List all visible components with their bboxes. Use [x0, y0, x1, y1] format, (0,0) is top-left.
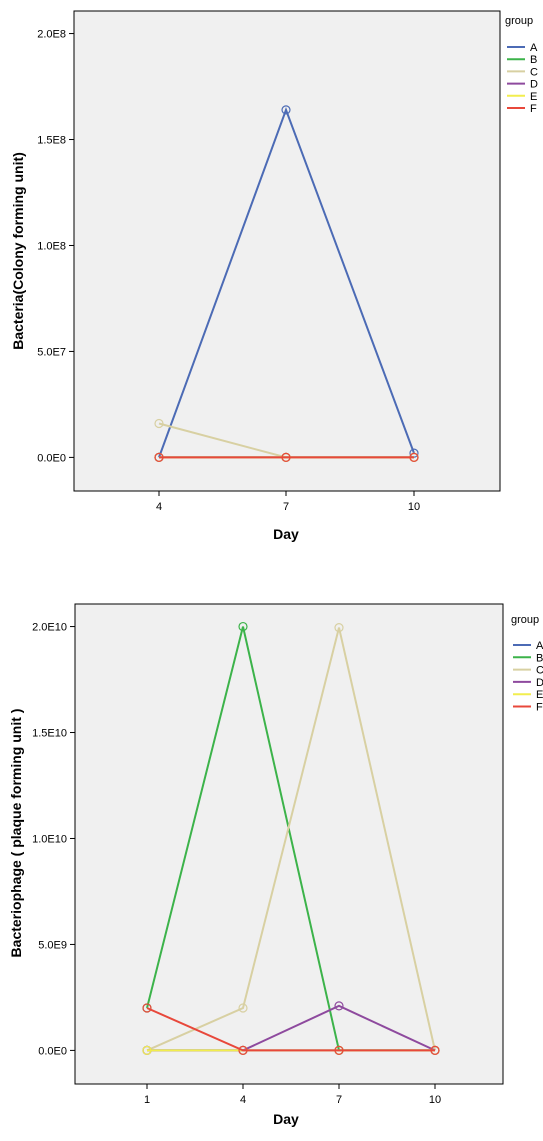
series-line-A — [158, 106, 415, 458]
data-point-C — [334, 623, 344, 633]
data-point-A — [281, 105, 291, 115]
y-tick-label: 1.5E10 — [32, 728, 67, 740]
legend-title: group — [505, 15, 533, 27]
y-tick-label: 2.0E10 — [32, 622, 67, 634]
legend-label-C: C — [536, 665, 543, 677]
y-axis-title: Bacteriophage ( plaque forming unit ) — [8, 709, 24, 958]
data-point-F — [238, 1045, 248, 1056]
x-axis-title: Day — [273, 1111, 299, 1127]
x-tick-label: 7 — [336, 1094, 342, 1106]
data-point-B — [238, 621, 248, 632]
x-tick-label: 10 — [429, 1094, 441, 1106]
x-tick-label: 4 — [240, 1094, 246, 1106]
y-tick-label: 5.0E9 — [38, 939, 67, 951]
x-axis-title: Day — [273, 526, 299, 542]
legend-label-E: E — [536, 689, 543, 701]
legend-label-C: C — [530, 66, 538, 78]
legend-label-D: D — [530, 79, 538, 91]
legend-title: group — [511, 614, 539, 626]
legend-label-F: F — [536, 702, 543, 714]
y-tick-label: 1.5E8 — [37, 135, 66, 147]
x-tick-label: 7 — [283, 501, 289, 513]
legend-label-F: F — [530, 103, 537, 115]
plot-area — [74, 603, 504, 1085]
series-line-F — [146, 1007, 435, 1052]
y-tick-label: 0.0E0 — [37, 452, 66, 464]
data-point-F — [334, 1045, 344, 1056]
y-axis-title: Bacteria(Colony forming unit) — [10, 152, 26, 350]
legend-label-B: B — [536, 652, 543, 664]
legend-label-A: A — [536, 640, 543, 652]
data-point-F — [430, 1045, 440, 1056]
data-point-D — [334, 1001, 344, 1011]
y-tick-label: 1.0E10 — [32, 833, 67, 845]
legend-label-A: A — [530, 42, 538, 54]
plot-area — [73, 10, 501, 492]
y-tick-label: 1.0E8 — [37, 240, 66, 252]
x-tick-label: 10 — [408, 501, 420, 513]
y-tick-label: 2.0E8 — [37, 29, 66, 41]
data-point-F — [409, 452, 419, 462]
bacteria-chart: 0.0E0 5.0E7 1.0E8 1.5E8 2.0E8 4 7 10 Day Bacteria… — [10, 10, 538, 542]
x-tick-label: 4 — [156, 501, 162, 513]
legend-label-D: D — [536, 677, 543, 689]
data-point-F — [142, 1003, 152, 1013]
y-tick-label: 0.0E0 — [38, 1045, 67, 1057]
data-point-F — [154, 452, 164, 462]
data-point-F — [281, 452, 291, 462]
data-point-E — [142, 1045, 152, 1056]
data-point-C — [154, 418, 164, 429]
data-point-C — [238, 1003, 248, 1013]
y-tick-label: 5.0E7 — [37, 346, 66, 358]
legend-label-E: E — [530, 91, 537, 103]
x-tick-label: 1 — [144, 1094, 150, 1106]
bacteriophage-chart: 0.0E0 5.0E9 1.0E10 1.5E10 2.0E10 1 4 7 10 Day Bact… — [8, 603, 543, 1127]
legend-label-B: B — [530, 54, 537, 66]
